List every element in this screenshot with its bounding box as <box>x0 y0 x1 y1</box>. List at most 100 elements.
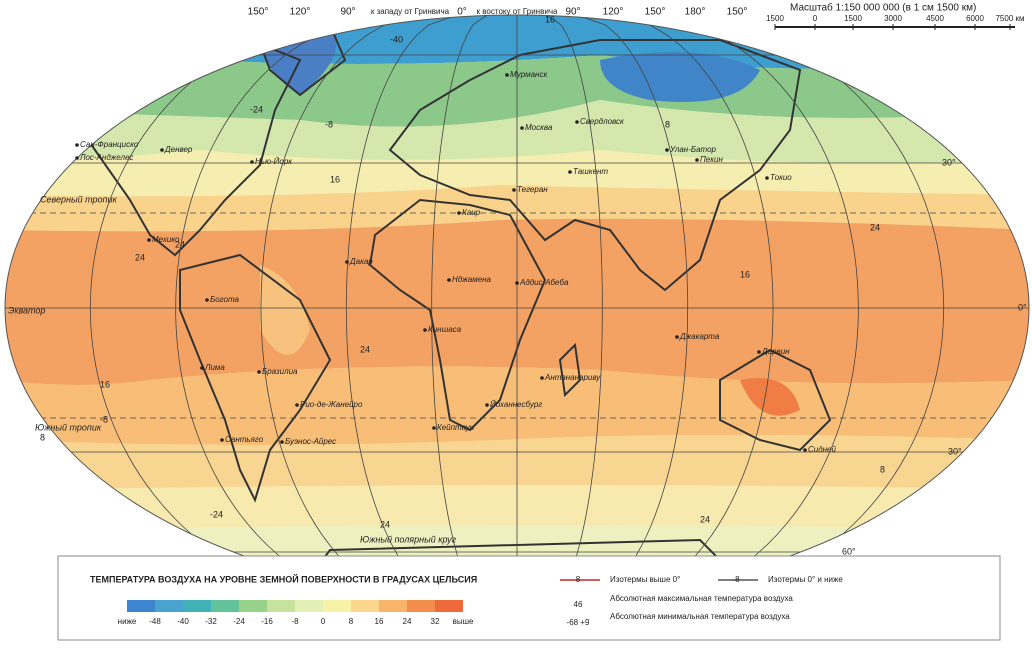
isotherm-label: 24 <box>175 239 185 249</box>
line-label: Южный тропик <box>35 422 102 432</box>
city-label: Аддис-Абеба <box>519 278 569 287</box>
city-label: Антананариву <box>544 373 601 382</box>
city-label: Буэнос-Айрес <box>285 437 336 446</box>
legend-swatch <box>211 600 239 612</box>
city-dot <box>447 278 451 282</box>
city-dot <box>675 335 679 339</box>
legend-scale-label: -8 <box>291 617 299 626</box>
city-dot <box>295 403 299 407</box>
legend-scale-label: 8 <box>349 617 354 626</box>
legend-swatch <box>183 600 211 612</box>
isotherm-label: 16 <box>100 379 110 389</box>
meridian <box>666 15 945 596</box>
legend-scale-label: -48 <box>149 617 161 626</box>
legend-scale-label: -24 <box>233 617 245 626</box>
city-label: Сантьяго <box>225 435 264 444</box>
longitude-label: 150° <box>727 7 748 18</box>
city-dot <box>765 176 769 180</box>
isotherm-label: 16 <box>740 269 750 279</box>
meridian <box>89 15 368 596</box>
city-dot <box>575 120 579 124</box>
latitude-label: 30° <box>942 157 956 167</box>
city-dot <box>75 143 79 147</box>
city-label: Токио <box>770 173 792 182</box>
legend-key-text: Изотермы 0° и ниже <box>768 575 843 584</box>
city-dot <box>345 260 349 264</box>
meridian <box>546 15 603 596</box>
latitude-label: 60° <box>842 546 856 556</box>
legend-title: ТЕМПЕРАТУРА ВОЗДУХА НА УРОВНЕ ЗЕМНОЙ ПОВ… <box>90 573 477 584</box>
legend-sample: 8 <box>576 575 581 584</box>
city-dot <box>757 350 761 354</box>
city-dot <box>257 370 261 374</box>
legend-swatch <box>239 600 267 612</box>
scale-tick-label: 7500 км <box>995 14 1024 23</box>
legend-scale-label: -16 <box>261 617 273 626</box>
legend-sample: -68 +9 <box>567 618 590 627</box>
city-label: Улан-Батор <box>669 145 717 154</box>
city-label: Богота <box>210 295 240 304</box>
city-label: Сидней <box>808 445 837 454</box>
city-label: Йоханнесбург <box>490 400 542 409</box>
city-dot <box>160 148 164 152</box>
isotherm-label: -8 <box>100 414 108 424</box>
longitude-label: 120° <box>603 7 624 18</box>
scale-tick-label: 1500 <box>766 14 784 23</box>
legend-key-text: Абсолютная максимальная температура возд… <box>610 594 793 603</box>
scale-tick-label: 0 <box>813 14 818 23</box>
longitude-label: 0° <box>457 7 467 18</box>
city-label: Москва <box>525 123 553 132</box>
meridian <box>636 15 859 596</box>
line-label: Экватор <box>8 305 45 315</box>
city-dot <box>540 376 544 380</box>
city-label: Нью-Йорк <box>255 157 293 166</box>
isotherm-label: -40 <box>390 34 403 44</box>
line-label: Южный полярный круг <box>360 534 457 544</box>
legend-scale-label: -32 <box>205 617 217 626</box>
city-label: Дарвин <box>761 347 790 356</box>
longitude-label: 120° <box>290 7 311 18</box>
isotherm-label: 24 <box>700 514 710 524</box>
legend-swatch <box>379 600 407 612</box>
city-label: Сан-Франциско <box>80 140 139 149</box>
city-dot <box>220 438 224 442</box>
city-dot <box>568 170 572 174</box>
legend-sample: -8 <box>732 575 740 584</box>
city-label: Тегеран <box>517 185 548 194</box>
legend-scale-label: 0 <box>321 617 326 626</box>
city-label: Кейптаун <box>437 423 475 432</box>
meridian <box>175 15 398 596</box>
isotherm-label: 16 <box>545 14 555 24</box>
city-dot <box>280 440 284 444</box>
isotherm-label: 16 <box>330 174 340 184</box>
city-label: Денвер <box>164 145 193 154</box>
city-dot <box>512 188 516 192</box>
city-dot <box>75 156 79 160</box>
legend-swatch <box>295 600 323 612</box>
city-dot <box>250 160 254 164</box>
legend-scale-label: 32 <box>431 617 440 626</box>
city-label: Мурманск <box>510 70 548 79</box>
meridian <box>431 15 488 596</box>
city-dot <box>695 158 699 162</box>
isotherm-label: 24 <box>870 222 880 232</box>
isotherm-label: -24 <box>250 104 263 114</box>
city-dot <box>147 238 151 242</box>
city-label: Лима <box>204 363 225 372</box>
city-dot <box>520 126 524 130</box>
isotherm-label: -24 <box>210 509 223 519</box>
city-dot <box>432 426 436 430</box>
legend-swatch <box>323 600 351 612</box>
longitude-label: 150° <box>645 7 666 18</box>
isotherm-label: 8 <box>665 119 670 129</box>
city-dot <box>665 148 669 152</box>
city-dot <box>200 366 204 370</box>
city-label: Дакар <box>349 257 373 266</box>
line-label: Северный тропик <box>40 194 117 204</box>
legend-sample: 46 <box>574 600 583 609</box>
legend-scale-label: -40 <box>177 617 189 626</box>
meridian <box>260 15 428 596</box>
city-dot <box>457 211 461 215</box>
legend-swatch <box>267 600 295 612</box>
